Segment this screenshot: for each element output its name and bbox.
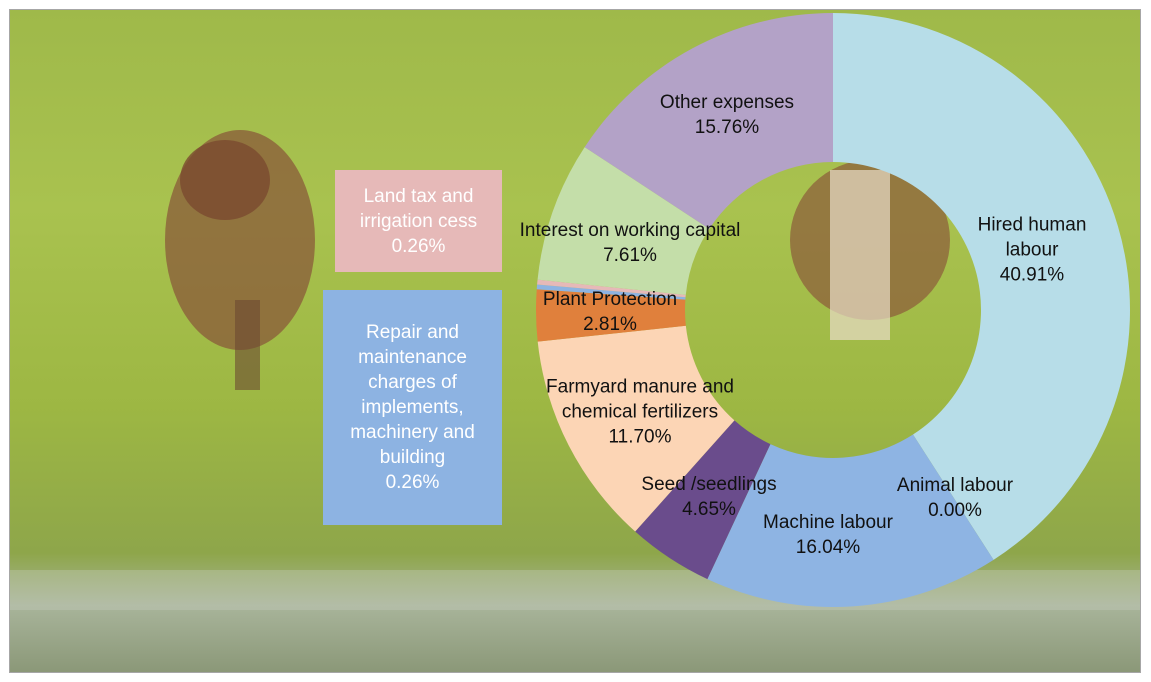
slice-name: Seed /seedlings bbox=[614, 472, 804, 497]
slice-name: Repair and maintenance charges of implem… bbox=[329, 320, 496, 470]
slice-value: 16.04% bbox=[743, 535, 913, 560]
slice-label: Repair and maintenance charges of implem… bbox=[323, 290, 502, 525]
chart bbox=[0, 0, 1151, 682]
slice-name: Hired human labour bbox=[967, 213, 1097, 263]
slice-name: Other expenses bbox=[632, 90, 822, 115]
slice-value: 15.76% bbox=[632, 115, 822, 140]
slice-name: Plant Protection bbox=[510, 287, 710, 312]
slice-label: Farmyard manure and chemical fertilizers… bbox=[540, 375, 740, 450]
slice-value: 0.26% bbox=[341, 234, 496, 259]
slice-name: Land tax and irrigation cess bbox=[341, 184, 496, 234]
slice-value: 11.70% bbox=[540, 425, 740, 450]
slice-name: Interest on working capital bbox=[515, 218, 745, 243]
page: Hired human labour40.91%Animal labour0.0… bbox=[0, 0, 1151, 682]
slice-value: 4.65% bbox=[614, 497, 804, 522]
slice-value: 40.91% bbox=[967, 263, 1097, 288]
slice-name: Farmyard manure and chemical fertilizers bbox=[540, 375, 740, 425]
slice-value: 7.61% bbox=[515, 243, 745, 268]
slice-name: Animal labour bbox=[870, 473, 1040, 498]
slice-value: 2.81% bbox=[510, 312, 710, 337]
slice-value: 0.26% bbox=[329, 470, 496, 495]
